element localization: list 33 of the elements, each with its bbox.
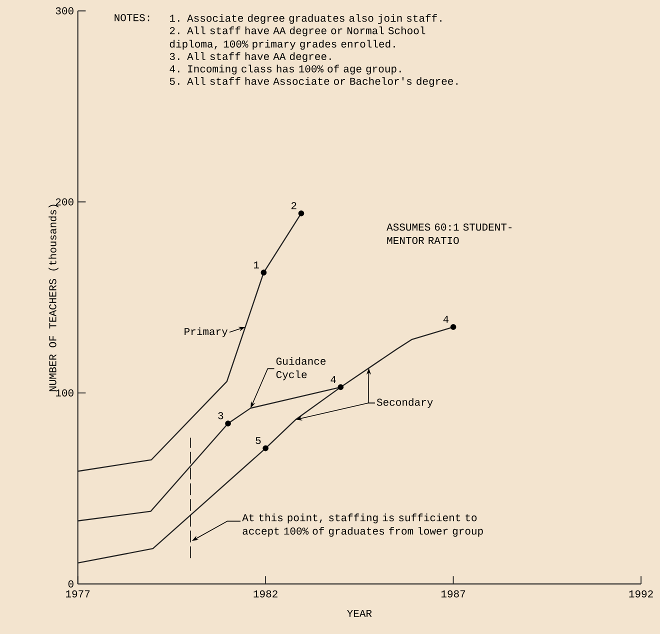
annotation: 2 xyxy=(291,202,296,209)
annotation: NOTES: xyxy=(114,14,150,22)
point xyxy=(338,384,344,390)
annotation: 3 xyxy=(218,412,224,420)
point xyxy=(260,270,267,276)
y-tick-label: 300 xyxy=(56,7,74,14)
y-axis-title: NUMBER OF TEACHERS (thousands) xyxy=(48,204,58,391)
annotation: 1 xyxy=(254,261,259,268)
series-label: Primary xyxy=(184,327,228,338)
text: Secondary xyxy=(376,398,433,408)
annotation: 1. Associate degree graduates also join staff. xyxy=(170,14,442,24)
point xyxy=(450,324,456,330)
annotation: 3. All staff have AA degree. xyxy=(170,52,331,62)
annotation: 5 xyxy=(256,436,261,444)
annotation: 5. All staff have Associate or Bachelor's degree. xyxy=(170,76,458,87)
annotation: 4 xyxy=(330,376,336,383)
y-tick-label: 0 xyxy=(68,580,74,588)
point xyxy=(225,420,231,426)
annotation: 2. All staff have AA degree or Normal School diploma, 100% primary grades enrolled. xyxy=(170,26,426,50)
x-axis-title: YEAR xyxy=(347,610,372,617)
y-tick-label: 100 xyxy=(56,389,74,396)
series-label: Guidance Cycle xyxy=(276,356,326,380)
x-tick-label: 1982 xyxy=(254,590,278,598)
x-tick-label: 1992 xyxy=(629,590,653,598)
x-tick-label: 1977 xyxy=(66,590,90,598)
ref-line-label: At this point, staffing is sufficient to accept 100% of graduates from lower group xyxy=(242,513,483,537)
x-tick-label: 1987 xyxy=(441,590,466,598)
annotation: 4. Incoming class has 100% of age group. xyxy=(170,64,401,74)
annotation: 4 xyxy=(443,316,449,323)
y-tick-label: 200 xyxy=(56,198,74,206)
point xyxy=(262,445,268,452)
annotation: ASSUMES 60:1 STUDENT-MENTOR RATIO xyxy=(386,223,512,244)
point xyxy=(298,210,304,216)
